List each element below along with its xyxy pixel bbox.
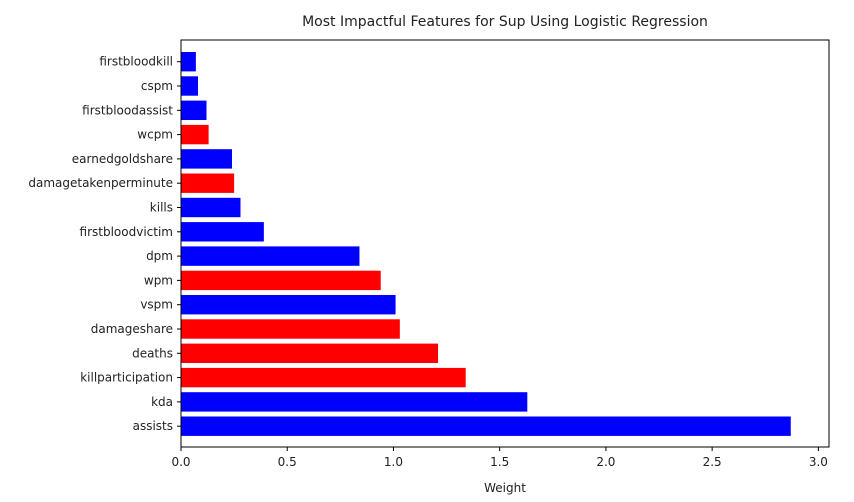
y-axis-ticks: assists kda killparticipation deaths damages… [28, 55, 181, 433]
y-tick-label-kills: kills [150, 201, 173, 215]
x-tick-label: 0.5 [278, 455, 297, 469]
y-tick-label-firstbloodassist: firstbloodassist [82, 103, 173, 117]
x-tick-label: 3.0 [809, 455, 828, 469]
bar-deaths [181, 343, 439, 363]
bar-kills [181, 197, 241, 218]
y-tick-label-kda: kda [151, 395, 173, 409]
y-tick-label-vspm: vspm [140, 298, 173, 312]
bar-firstbloodkill [181, 52, 196, 72]
x-tick-label: 2.0 [596, 455, 615, 469]
chart-title: Most Impactful Features for Sup Using Lo… [302, 14, 708, 30]
bar-wcpm [181, 124, 209, 145]
bar-firstbloodassist [181, 100, 207, 120]
x-axis-ticks: 0.0 0.5 1.0 1.5 2.0 2.5 3.0 [171, 447, 828, 469]
y-tick-label-cspm: cspm [141, 79, 173, 93]
bar-earnedgoldshare [181, 149, 232, 169]
y-tick-label-assists: assists [133, 419, 173, 433]
bar-damageshare [181, 319, 400, 339]
x-tick-label: 0.0 [171, 455, 190, 469]
bar-assists [181, 416, 791, 436]
y-tick-label-firstbloodvictim: firstbloodvictim [80, 225, 173, 239]
bar-cspm [181, 76, 198, 96]
bar-kda [181, 392, 528, 412]
y-tick-label-dpm: dpm [146, 249, 173, 263]
x-axis-label: Weight [484, 481, 526, 495]
x-tick-label: 1.5 [490, 455, 509, 469]
bar-dpm [181, 246, 360, 266]
bar-damagetakenperminute [181, 173, 235, 193]
y-tick-label-firstbloodkill: firstbloodkill [99, 55, 173, 69]
x-tick-label: 1.0 [384, 455, 403, 469]
y-tick-label-earnedgoldshare: earnedgoldshare [72, 152, 173, 166]
bars-group [181, 52, 791, 436]
y-tick-label-killparticipation: killparticipation [80, 371, 173, 385]
y-tick-label-damagetakenperminute: damagetakenperminute [28, 176, 173, 190]
plot-frame [180, 39, 830, 448]
bar-killparticipation [181, 367, 466, 388]
y-tick-label-wpm: wpm [144, 273, 173, 287]
bar-vspm [181, 295, 396, 315]
x-tick-label: 2.5 [703, 455, 722, 469]
bar-wpm [181, 270, 381, 291]
y-tick-label-wcpm: wcpm [137, 128, 173, 142]
y-tick-label-deaths: deaths [132, 346, 173, 360]
y-tick-label-damageshare: damageshare [91, 322, 173, 336]
bar-firstbloodvictim [181, 222, 264, 242]
